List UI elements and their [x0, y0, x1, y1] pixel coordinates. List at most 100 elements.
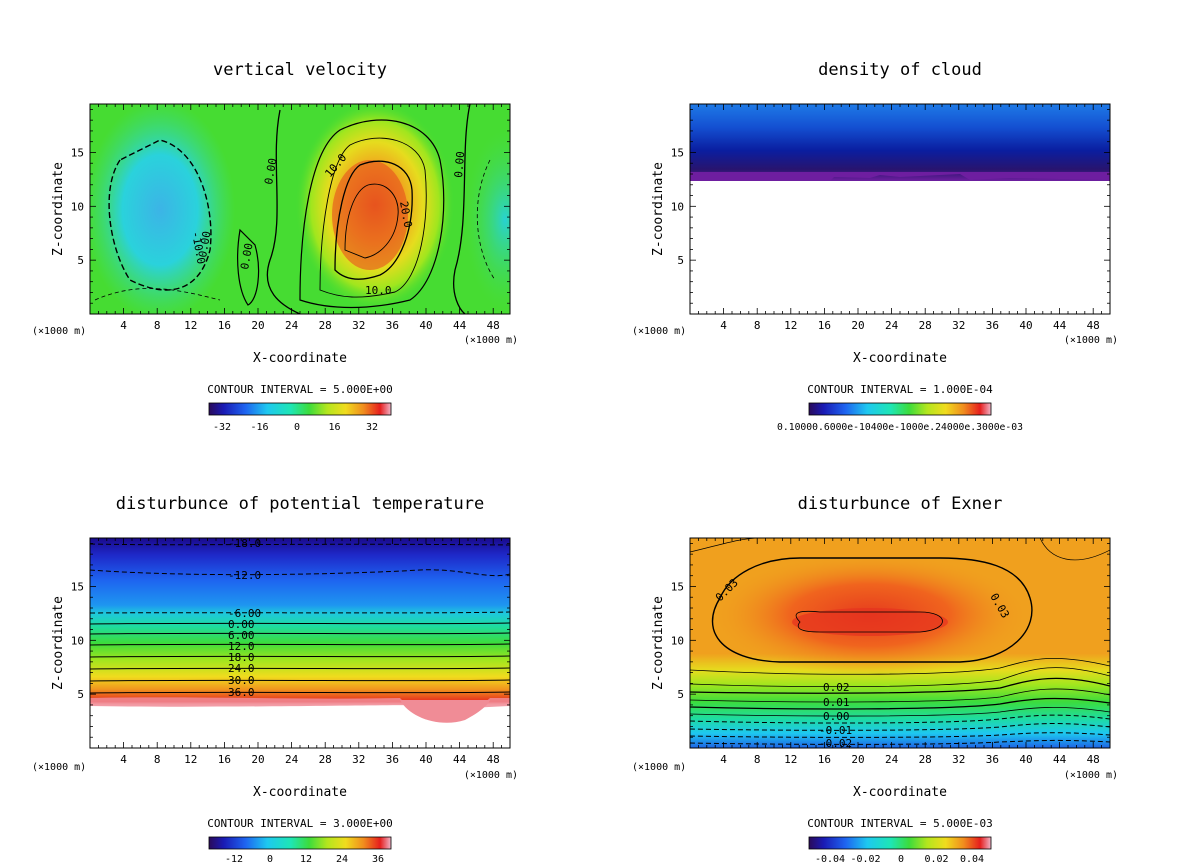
x-unit-left: (×1000 m): [32, 762, 86, 773]
colorbar-tick-label: 36: [372, 854, 384, 865]
x-tick-label: 36: [986, 753, 999, 766]
contour-label: 0.02: [823, 681, 850, 694]
y-tick-label: 15: [71, 580, 84, 593]
contour-label: 6.00: [228, 629, 255, 642]
contour-label: 0.00: [823, 710, 850, 723]
colorbar-tick-label: 0.04: [960, 854, 984, 865]
contour-label: 0.00: [196, 230, 213, 258]
contour-label: 0.01: [823, 696, 850, 709]
x-tick-label: 40: [419, 319, 432, 332]
x-tick-label: 32: [952, 319, 965, 332]
x-tick-label: 28: [919, 319, 932, 332]
contour-label: 0.00: [452, 151, 467, 179]
x-axis-label: X-coordinate: [853, 351, 947, 366]
x-tick-label: 44: [453, 319, 467, 332]
x-tick-label: 24: [885, 319, 899, 332]
panel-title: density of cloud: [818, 60, 982, 80]
y-tick-label: 10: [671, 200, 684, 213]
x-tick-label: 4: [120, 753, 127, 766]
x-axis-label: X-coordinate: [253, 351, 347, 366]
heatmap-field: [90, 104, 510, 314]
x-unit-left: (×1000 m): [32, 326, 86, 337]
y-tick-label: 15: [671, 580, 684, 593]
x-tick-label: 28: [319, 753, 332, 766]
contour-label: 36.0: [228, 686, 255, 699]
x-tick-label: 16: [818, 319, 831, 332]
y-tick-label: 5: [677, 688, 684, 701]
x-tick-label: 28: [319, 319, 332, 332]
x-tick-label: 48: [1087, 753, 1100, 766]
colorbar-tick-label: 0: [267, 854, 273, 865]
x-tick-label: 32: [352, 319, 365, 332]
x-axis-label: X-coordinate: [253, 785, 347, 800]
panel-potential-temperature: disturbunce of potential temperature -18…: [32, 494, 518, 865]
x-unit-right: (×1000 m): [464, 770, 518, 781]
x-tick-label: 16: [218, 753, 231, 766]
x-tick-label: 12: [784, 319, 797, 332]
x-tick-label: 44: [453, 753, 467, 766]
colorbar-tick-label: -12: [225, 854, 243, 865]
contour-label: -18.0: [228, 537, 261, 550]
colorbar: [208, 836, 392, 850]
x-tick-label: 44: [1053, 753, 1067, 766]
y-axis-label: Z-coordinate: [651, 162, 666, 256]
contour-label: -0.01: [819, 724, 852, 737]
x-unit-left: (×1000 m): [632, 326, 686, 337]
contour-label: -0.02: [819, 737, 852, 750]
colorbar-tick-label: 32: [366, 422, 378, 433]
x-tick-label: 28: [919, 753, 932, 766]
x-tick-label: 20: [851, 753, 864, 766]
colorbar-tick-label: -32: [213, 422, 231, 433]
x-tick-label: 12: [184, 319, 197, 332]
y-tick-label: 5: [77, 688, 84, 701]
x-tick-label: 16: [818, 753, 831, 766]
colorbar: [808, 836, 992, 850]
x-tick-label: 12: [184, 753, 197, 766]
x-tick-label: 4: [720, 753, 727, 766]
colorbar-tick-label: -0.02: [850, 854, 880, 865]
contour-interval: CONTOUR INTERVAL = 1.000E-04: [807, 383, 993, 396]
x-tick-label: 32: [952, 753, 965, 766]
colorbar-tick-label: 16: [328, 422, 340, 433]
x-tick-label: 24: [285, 319, 299, 332]
y-tick-label: 10: [71, 200, 84, 213]
panel-density-of-cloud: density of cloud 4 8 12 16 20 24 28 32 36 40 44 485…: [632, 60, 1118, 433]
contour-label: 0.00: [262, 157, 279, 185]
x-tick-label: 40: [1019, 319, 1032, 332]
contour-interval: CONTOUR INTERVAL = 5.000E-03: [807, 817, 992, 830]
x-axis-label: X-coordinate: [853, 785, 947, 800]
y-tick-label: 10: [671, 634, 684, 647]
contour-label: 20.0: [397, 200, 414, 228]
heatmap-field: [690, 538, 1110, 748]
contour-label: -10.0: [189, 230, 208, 265]
colorbar: [208, 402, 392, 416]
y-tick-label: 5: [77, 254, 84, 267]
colorbar: [808, 402, 992, 416]
x-tick-label: 4: [720, 319, 727, 332]
y-tick-label: 15: [671, 146, 684, 159]
x-unit-right: (×1000 m): [1064, 770, 1118, 781]
x-tick-label: 8: [754, 319, 761, 332]
x-tick-label: 24: [285, 753, 299, 766]
contour-label: -12.0: [228, 569, 261, 582]
contour-label: 0.00: [228, 618, 255, 631]
x-tick-label: 36: [386, 319, 399, 332]
contour-interval: CONTOUR INTERVAL = 3.000E+00: [207, 817, 392, 830]
heatmap-field: [690, 104, 1110, 181]
colorbar-tick-label: 0: [898, 854, 904, 865]
x-unit-left: (×1000 m): [632, 762, 686, 773]
x-tick-label: 8: [754, 753, 761, 766]
x-tick-label: 20: [251, 753, 264, 766]
x-tick-label: 24: [885, 753, 899, 766]
x-tick-label: 40: [1019, 753, 1032, 766]
y-axis-label: Z-coordinate: [51, 596, 66, 690]
contour-label: 24.0: [228, 662, 255, 675]
panel-vertical-velocity: vertical velocity 0.00 0.00 0.00 0.00 10…: [32, 60, 518, 433]
x-tick-label: 20: [251, 319, 264, 332]
panel-exner: disturbunce of Exner: [632, 494, 1118, 865]
x-tick-label: 48: [487, 319, 500, 332]
colorbar-tick-label: 12: [300, 854, 312, 865]
panel-title: vertical velocity: [213, 60, 387, 80]
colorbar-tick-label: 0.02: [924, 854, 948, 865]
